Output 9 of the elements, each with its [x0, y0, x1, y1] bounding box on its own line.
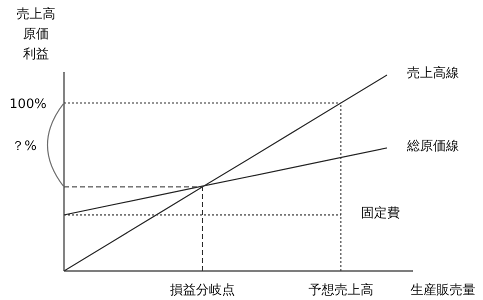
series-name: 総原価線	[407, 138, 459, 154]
annotation: 100%	[9, 97, 47, 112]
annotation: ？%	[11, 138, 37, 154]
xlabel: 生産販売量	[410, 283, 476, 298]
series-name: 売上高線	[407, 66, 459, 81]
xtick: 予想売上高	[308, 283, 374, 298]
xtick: 損益分岐点	[170, 283, 235, 298]
ylabel: 売上高原価利益	[16, 7, 56, 62]
series-name: 固定費	[360, 206, 400, 221]
